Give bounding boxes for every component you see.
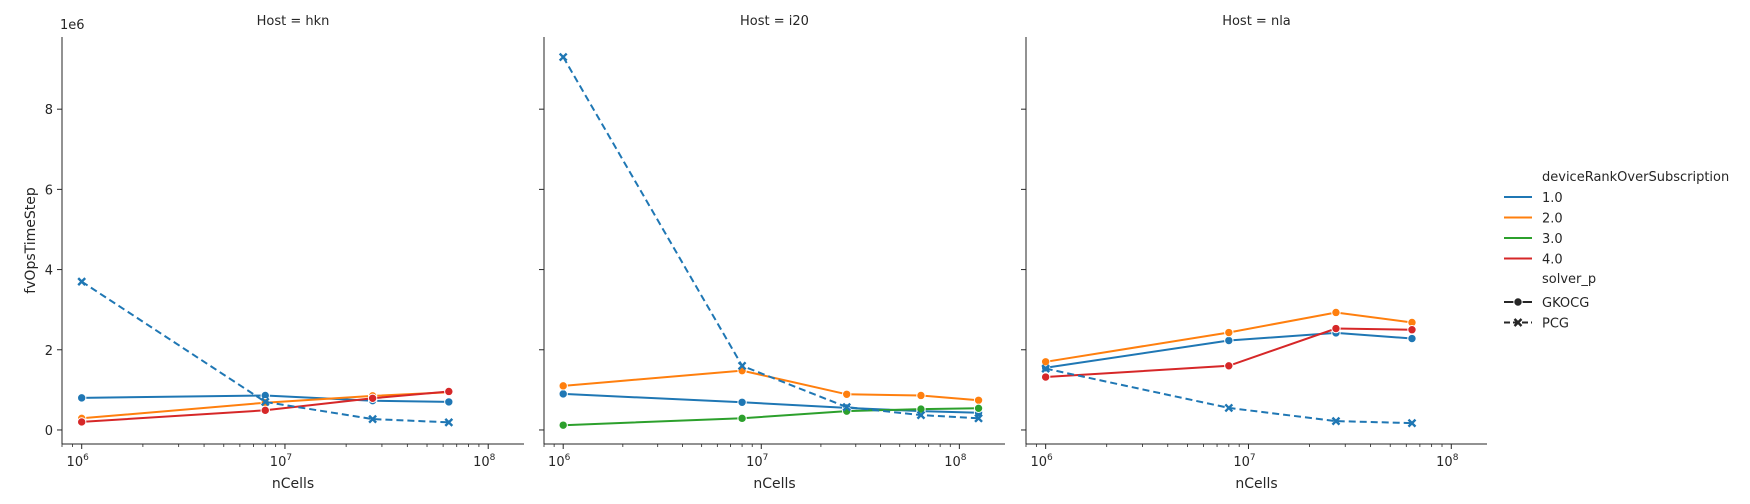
data-point-circle [444,386,454,397]
legend-title-hue: deviceRankOverSubscription [1542,170,1729,185]
data-point-x-marker [916,410,926,420]
data-point-x-marker [1224,403,1234,413]
data-point-circle [916,390,926,401]
y-tick-label: 0 [45,424,53,439]
series-line-1.0-PCG [1045,367,1413,425]
y-tick-label: 8 [45,103,53,118]
legend-title-style: solver_p [1542,272,1596,287]
data-point-circle [558,381,568,391]
data-point-x-marker [444,417,454,427]
legend-label-GKOCG: GKOCG [1542,296,1589,311]
data-point-x-marker [974,413,983,423]
x-tick-label: 106 [1031,453,1054,470]
legend-label-1.0: 1.0 [1542,191,1563,206]
data-point-circle [737,413,747,424]
facet-panel-1: Host = hkn 0 2 4 6 8 106 107 108 nCells fvOpsTimeS… [23,14,524,492]
data-point-circle [558,389,568,399]
x-tick-label: 108 [1436,453,1459,470]
legend-label-2.0: 2.0 [1542,212,1563,227]
y-tick-label: 4 [45,264,53,279]
y-tick-label: 2 [45,344,53,359]
x-axis-label: nCells [272,476,314,492]
x-tick-label: 108 [473,453,496,470]
data-point-circle [1407,325,1417,335]
y-offset-label: 1e6 [60,18,85,33]
x-tick-label: 106 [548,453,571,470]
data-point-circle [1040,357,1051,367]
series-line-2.0-GKOCG [1045,311,1413,363]
x-tick-label: 107 [270,453,292,470]
legend-label-4.0: 4.0 [1542,253,1563,268]
data-point-circle [444,397,454,407]
data-point-circle [1331,307,1341,318]
x-tick-label: 107 [746,453,768,470]
data-point-circle [1331,323,1341,334]
facet-title: Host = i20 [740,14,809,29]
x-axis-label: nCells [1235,476,1277,492]
series-line-4.0-GKOCG [81,390,449,423]
facet-panel-2: Host = i20 106 107 108 nCells [539,14,1005,492]
data-point-x-marker [1407,418,1417,428]
x-tick-label: 106 [67,453,90,470]
data-point-circle [973,395,984,405]
facet-title: Host = hkn [257,14,330,29]
data-point-x-marker [1041,364,1050,373]
legend-marker-x [1513,318,1523,327]
series-line-1.0-PCG [81,280,449,424]
data-point-circle [260,405,270,416]
data-point-circle [842,389,852,399]
x-tick-label: 107 [1233,453,1255,470]
legend-label-3.0: 3.0 [1542,232,1563,247]
data-point-x-marker [368,414,377,424]
data-point-x-marker [558,52,568,62]
data-point-circle [737,397,747,407]
data-point-x-marker [260,397,270,407]
legend: deviceRankOverSubscription 1.0 2.0 3.0 4.0 so… [1504,170,1729,332]
data-point-circle [1224,361,1234,371]
series-line-4.0-GKOCG [1045,327,1413,378]
legend-label-PCG: PCG [1542,317,1569,332]
data-point-circle [1407,333,1417,344]
data-point-circle [76,393,87,403]
legend-marker-circle [1513,297,1523,307]
data-point-circle [76,417,87,427]
data-point-x-marker [737,361,747,371]
data-point-circle [367,393,378,403]
data-point-circle [916,404,926,414]
series-line-1.0-GKOCG [1045,331,1413,369]
data-point-x-marker [1331,416,1341,426]
facet-title: Host = nla [1222,14,1291,29]
data-point-circle [1224,327,1234,338]
data-point-circle [973,403,984,414]
y-tick-label: 6 [45,183,53,198]
y-axis-label: fvOpsTimeStep [23,187,39,294]
data-point-circle [1040,372,1051,382]
series-line-1.0-PCG [562,56,979,420]
data-point-x-marker [77,277,87,286]
data-point-circle [558,420,568,430]
facet-panel-3: Host = nla 106 107 108 nCells [1021,14,1487,492]
x-axis-label: nCells [753,476,795,492]
data-point-x-marker [842,402,852,412]
x-tick-label: 108 [944,453,967,470]
data-point-circle [1224,335,1234,346]
series-line-1.0-GKOCG [81,394,449,403]
